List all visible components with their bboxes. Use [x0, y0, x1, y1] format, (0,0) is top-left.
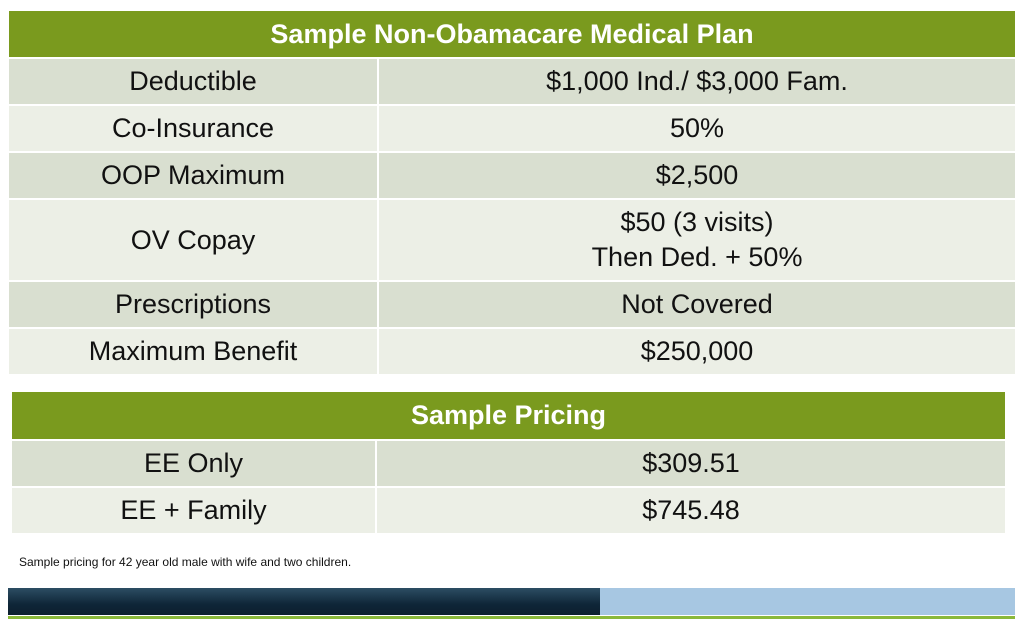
row-label: EE + Family	[10, 486, 377, 535]
pricing-footnote: Sample pricing for 42 year old male with…	[19, 555, 352, 569]
row-label: OV Copay	[7, 198, 379, 282]
medical-plan-table: Sample Non-Obamacare Medical Plan Deduct…	[6, 9, 1018, 376]
plan-title: Sample Non-Obamacare Medical Plan	[6, 9, 1018, 59]
footer-bar-light	[600, 588, 1015, 615]
row-value: $50 (3 visits) Then Ded. + 50%	[376, 198, 1018, 282]
row-value: $250,000	[376, 327, 1018, 376]
row-value: $309.51	[374, 439, 1008, 488]
row-label: Maximum Benefit	[7, 327, 379, 376]
row-value: Not Covered	[376, 280, 1018, 329]
pricing-header-row: Sample Pricing	[9, 390, 1008, 441]
table-row: EE Only $309.51	[10, 439, 1008, 488]
row-value-line: Then Ded. + 50%	[591, 242, 803, 272]
row-value: $2,500	[376, 151, 1018, 200]
plan-header-row: Sample Non-Obamacare Medical Plan	[6, 9, 1018, 59]
row-label: Deductible	[7, 57, 379, 106]
table-row: Deductible $1,000 Ind./ $3,000 Fam.	[7, 57, 1018, 106]
row-label: EE Only	[10, 439, 377, 488]
table-row: Prescriptions Not Covered	[7, 280, 1018, 329]
footer-bar-dark	[8, 588, 600, 615]
row-value: $745.48	[374, 486, 1008, 535]
row-value: $1,000 Ind./ $3,000 Fam.	[376, 57, 1018, 106]
table-row: Co-Insurance 50%	[7, 104, 1018, 153]
table-row: Maximum Benefit $250,000	[7, 327, 1018, 376]
row-value: 50%	[376, 104, 1018, 153]
table-row: OV Copay $50 (3 visits) Then Ded. + 50%	[7, 198, 1018, 282]
pricing-title: Sample Pricing	[9, 390, 1008, 441]
row-label: Prescriptions	[7, 280, 379, 329]
row-label: OOP Maximum	[7, 151, 379, 200]
table-row: EE + Family $745.48	[10, 486, 1008, 535]
pricing-table: Sample Pricing EE Only $309.51 EE + Fami…	[9, 390, 1008, 535]
row-value-line: $50 (3 visits)	[620, 207, 774, 237]
row-label: Co-Insurance	[7, 104, 379, 153]
table-row: OOP Maximum $2,500	[7, 151, 1018, 200]
footer-green-line	[8, 616, 1015, 619]
